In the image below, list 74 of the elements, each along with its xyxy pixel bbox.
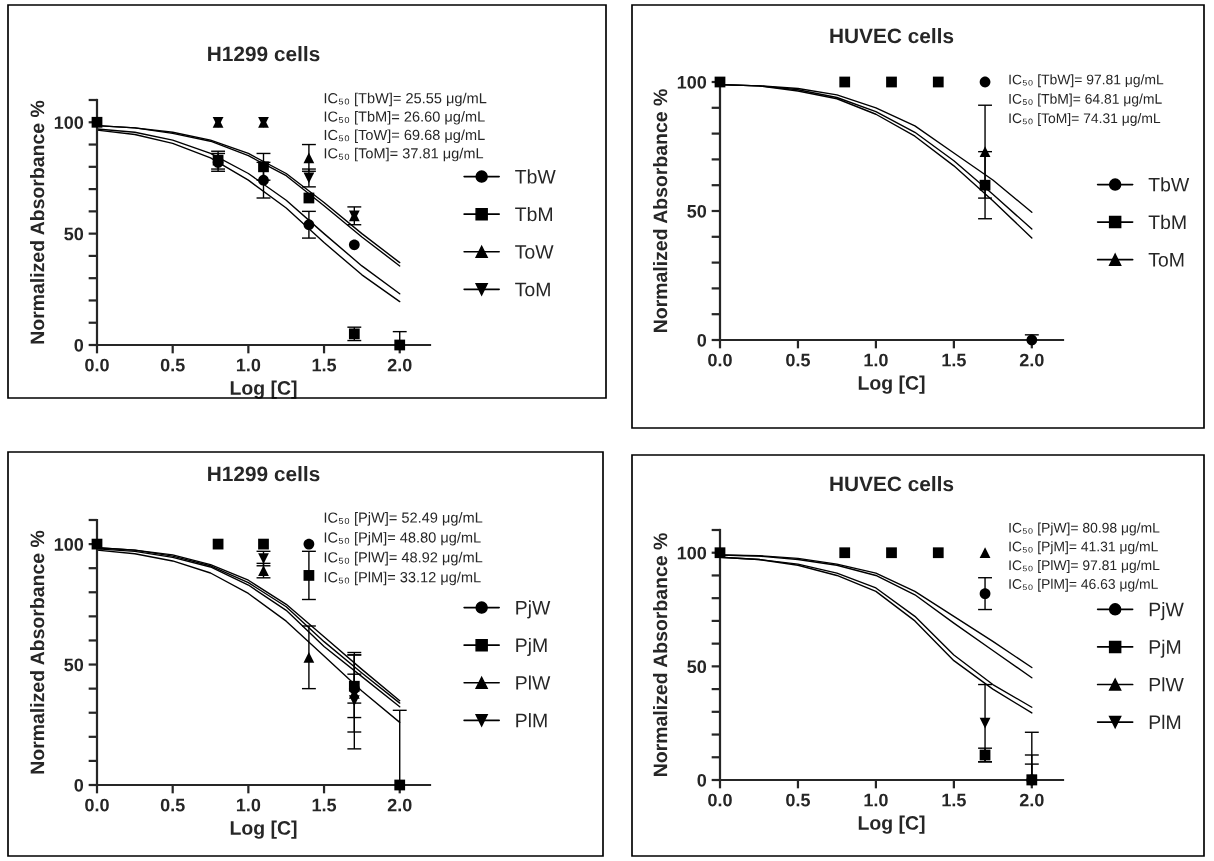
x-tick-label: 2.0 <box>1019 793 1044 807</box>
x-tick-label: 1.0 <box>236 798 261 812</box>
x-tick-label: 1.5 <box>942 793 966 807</box>
legend-label: PlW <box>516 675 551 690</box>
x-tick-label: 0.5 <box>160 798 185 812</box>
annotation: IC₅₀ [PlM]= 33.12 μg/mL <box>324 571 481 586</box>
x-tick-label: 0.5 <box>786 793 810 807</box>
x-tick-label: 1.0 <box>236 358 261 372</box>
x-tick-label: 0.0 <box>708 353 732 367</box>
chart-title: HUVEC cells <box>830 476 954 492</box>
y-tick-label: 100 <box>54 116 84 129</box>
legend-label: TbM <box>1148 214 1186 230</box>
legend-label: PlM <box>516 713 547 728</box>
legend-label: PlW <box>1149 677 1184 692</box>
annotation: IC₅₀ [PlM]= 46.63 μg/mL <box>1009 578 1158 592</box>
legend-label: PlM <box>1149 714 1181 729</box>
chart-title: HUVEC cells <box>830 28 954 44</box>
x-tick-label: 1.5 <box>312 798 337 812</box>
x-tick-label: 1.0 <box>864 353 888 367</box>
x-axis-title: Log [C] <box>230 380 297 399</box>
legend-label: TbM <box>515 206 552 222</box>
y-tick-label: 100 <box>677 546 707 560</box>
annotation: IC₅₀ [TbW]= 25.55 μg/mL <box>324 92 487 107</box>
y-axis-title: Normalized Absorbance % <box>653 533 668 776</box>
x-tick-label: 1.5 <box>312 358 337 372</box>
x-axis-title: Log [C] <box>230 820 297 839</box>
y-axis-title: Normalized Absorbance % <box>30 530 45 774</box>
legend-label: PjM <box>1149 639 1181 658</box>
annotation: IC₅₀ [PjW]= 52.49 μg/mL <box>324 512 483 526</box>
x-tick-label: 0.0 <box>708 793 732 807</box>
y-tick-label: 100 <box>677 75 707 89</box>
legend-label: ToM <box>1148 253 1184 267</box>
x-tick-label: 1.5 <box>942 353 966 367</box>
legend-label: ToM <box>515 282 550 297</box>
x-tick-label: 0.0 <box>85 798 109 812</box>
y-axis-title: Normalized Absorbance % <box>653 89 668 332</box>
y-tick-label: 0 <box>74 338 84 352</box>
annotation: IC₅₀ [TbW]= 97.81 μg/mL <box>1009 74 1164 88</box>
y-tick-label: 50 <box>687 204 707 218</box>
annotation: IC₅₀ [PlW]= 48.92 μg/mL <box>324 551 483 566</box>
annotation: IC₅₀ [PlW]= 97.81 μg/mL <box>1009 560 1160 573</box>
chart-title: H1299 cells <box>208 466 320 482</box>
annotation: IC₅₀ [ToM]= 37.81 μg/mL <box>324 147 484 162</box>
y-axis-title: Normalized Absorbance % <box>30 100 45 344</box>
y-tick-label: 50 <box>64 658 84 672</box>
x-tick-label: 0.5 <box>160 358 185 372</box>
annotation: IC₅₀ [PjM]= 41.31 μg/mL <box>1009 541 1158 555</box>
legend-label: TbW <box>1148 177 1190 192</box>
y-tick-label: 50 <box>687 660 707 674</box>
legend-label: TbW <box>515 169 556 184</box>
x-tick-label: 0.0 <box>85 358 109 372</box>
x-axis-title: Log [C] <box>858 815 925 834</box>
annotation: IC₅₀ [TbM]= 26.60 μg/mL <box>324 111 485 125</box>
x-tick-label: 2.0 <box>387 798 412 812</box>
annotation: IC₅₀ [PjM]= 48.80 μg/mL <box>324 531 481 546</box>
legend-label: ToW <box>515 245 554 259</box>
y-tick-label: 0 <box>697 773 707 787</box>
annotation: IC₅₀ [ToW]= 69.68 μg/mL <box>324 129 485 143</box>
legend-label: PjW <box>516 600 551 619</box>
x-tick-label: 2.0 <box>1019 353 1044 367</box>
annotation: IC₅₀ [ToM]= 74.31 μg/mL <box>1009 112 1161 126</box>
x-tick-label: 0.5 <box>786 353 810 367</box>
chart-title: H1299 cells <box>208 46 320 62</box>
y-tick-label: 100 <box>54 538 84 551</box>
y-tick-label: 0 <box>74 778 84 792</box>
y-tick-label: 50 <box>64 227 84 241</box>
annotation: IC₅₀ [PjW]= 80.98 μg/mL <box>1009 522 1160 536</box>
annotation: IC₅₀ [TbM]= 64.81 μg/mL <box>1009 93 1162 107</box>
legend-label: PjW <box>1149 602 1184 621</box>
x-tick-label: 1.0 <box>864 793 888 807</box>
x-axis-title: Log [C] <box>858 375 925 394</box>
x-tick-label: 2.0 <box>387 358 412 372</box>
legend-label: PjM <box>516 637 547 657</box>
y-tick-label: 0 <box>697 333 707 347</box>
